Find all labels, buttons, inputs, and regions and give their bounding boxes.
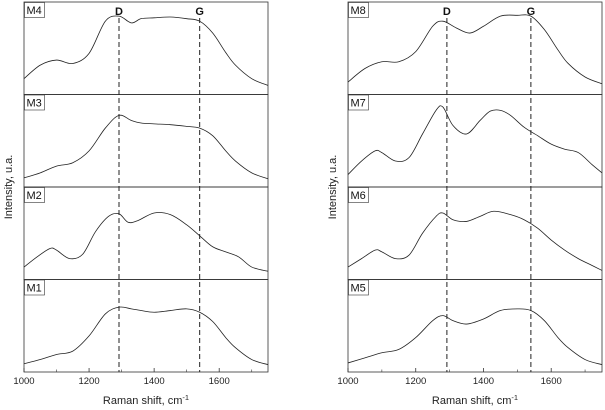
panel-m1: M1 xyxy=(23,279,269,373)
spectrum-line-m7 xyxy=(347,105,603,175)
spectrum-line-m3 xyxy=(23,114,269,180)
panel-m2: M2 xyxy=(23,186,269,280)
panel-frame xyxy=(23,1,269,95)
peak-label-g: G xyxy=(195,6,204,18)
peak-label-d: D xyxy=(115,6,123,18)
spectrum-line-m6 xyxy=(347,210,603,271)
x-tick-label: 1400 xyxy=(144,376,165,387)
x-axis-label: Raman shift, cm-1 xyxy=(432,393,518,407)
panel-label-box xyxy=(24,94,45,111)
plot-column-1: M4 M3 M2 M1 D G 1000 1200 1400 1600 Raman shift, c… xyxy=(3,1,269,407)
panel-frame xyxy=(347,94,603,188)
panel-frame xyxy=(347,186,603,280)
panel-label: M2 xyxy=(27,190,42,202)
panel-label-box xyxy=(348,187,369,203)
panel-label: M8 xyxy=(351,5,366,17)
x-tick-label: 1600 xyxy=(209,376,230,387)
panel-label-box xyxy=(24,187,45,203)
spectrum-line-m2 xyxy=(23,212,269,272)
x-tick-label: 1000 xyxy=(13,376,34,387)
spectrum-line-m8 xyxy=(347,14,603,85)
panel-label-box xyxy=(24,2,45,18)
panel-label: M3 xyxy=(27,98,42,110)
y-axis-label: Intensity, u.a. xyxy=(3,155,15,220)
x-axis-label: Raman shift, cm-1 xyxy=(103,393,189,407)
panel-frame xyxy=(347,1,603,95)
x-tick-label: 1400 xyxy=(473,376,494,387)
panel-frame xyxy=(347,279,603,373)
panel-label: M7 xyxy=(351,98,366,110)
panel-m6: M6 xyxy=(347,186,603,280)
panel-m3: M3 xyxy=(23,94,269,188)
x-tick-label: 1000 xyxy=(337,376,358,387)
spectrum-line-m4 xyxy=(23,15,269,86)
panel-label-box xyxy=(348,94,369,111)
panel-frame xyxy=(23,94,269,188)
panel-frame xyxy=(23,186,269,280)
plot-column-2: M8 M7 M6 M5 D G 1000 1200 1400 1600 Raman shift, c… xyxy=(327,1,603,407)
peak-label-d: D xyxy=(443,6,451,18)
panel-label-box xyxy=(348,279,369,296)
panel-label: M4 xyxy=(27,5,42,17)
peak-label-g: G xyxy=(527,6,536,18)
panel-m4: M4 xyxy=(23,1,269,95)
spectrum-line-m5 xyxy=(347,308,603,366)
panel-m8: M8 xyxy=(347,1,603,95)
spectrum-line-m1 xyxy=(23,306,269,366)
panel-label-box xyxy=(24,279,45,296)
x-tick-label: 1600 xyxy=(541,376,562,387)
panel-label-box xyxy=(348,2,369,18)
x-tick-label: 1200 xyxy=(78,376,99,387)
y-axis-label: Intensity, u.a. xyxy=(327,155,339,220)
panel-m5: M5 xyxy=(347,279,603,373)
panel-label: M6 xyxy=(351,190,366,202)
panel-label: M5 xyxy=(351,283,366,295)
panel-frame xyxy=(23,279,269,373)
panel-label: M1 xyxy=(27,283,42,295)
x-tick-label: 1200 xyxy=(405,376,426,387)
panel-m7: M7 xyxy=(347,94,603,188)
